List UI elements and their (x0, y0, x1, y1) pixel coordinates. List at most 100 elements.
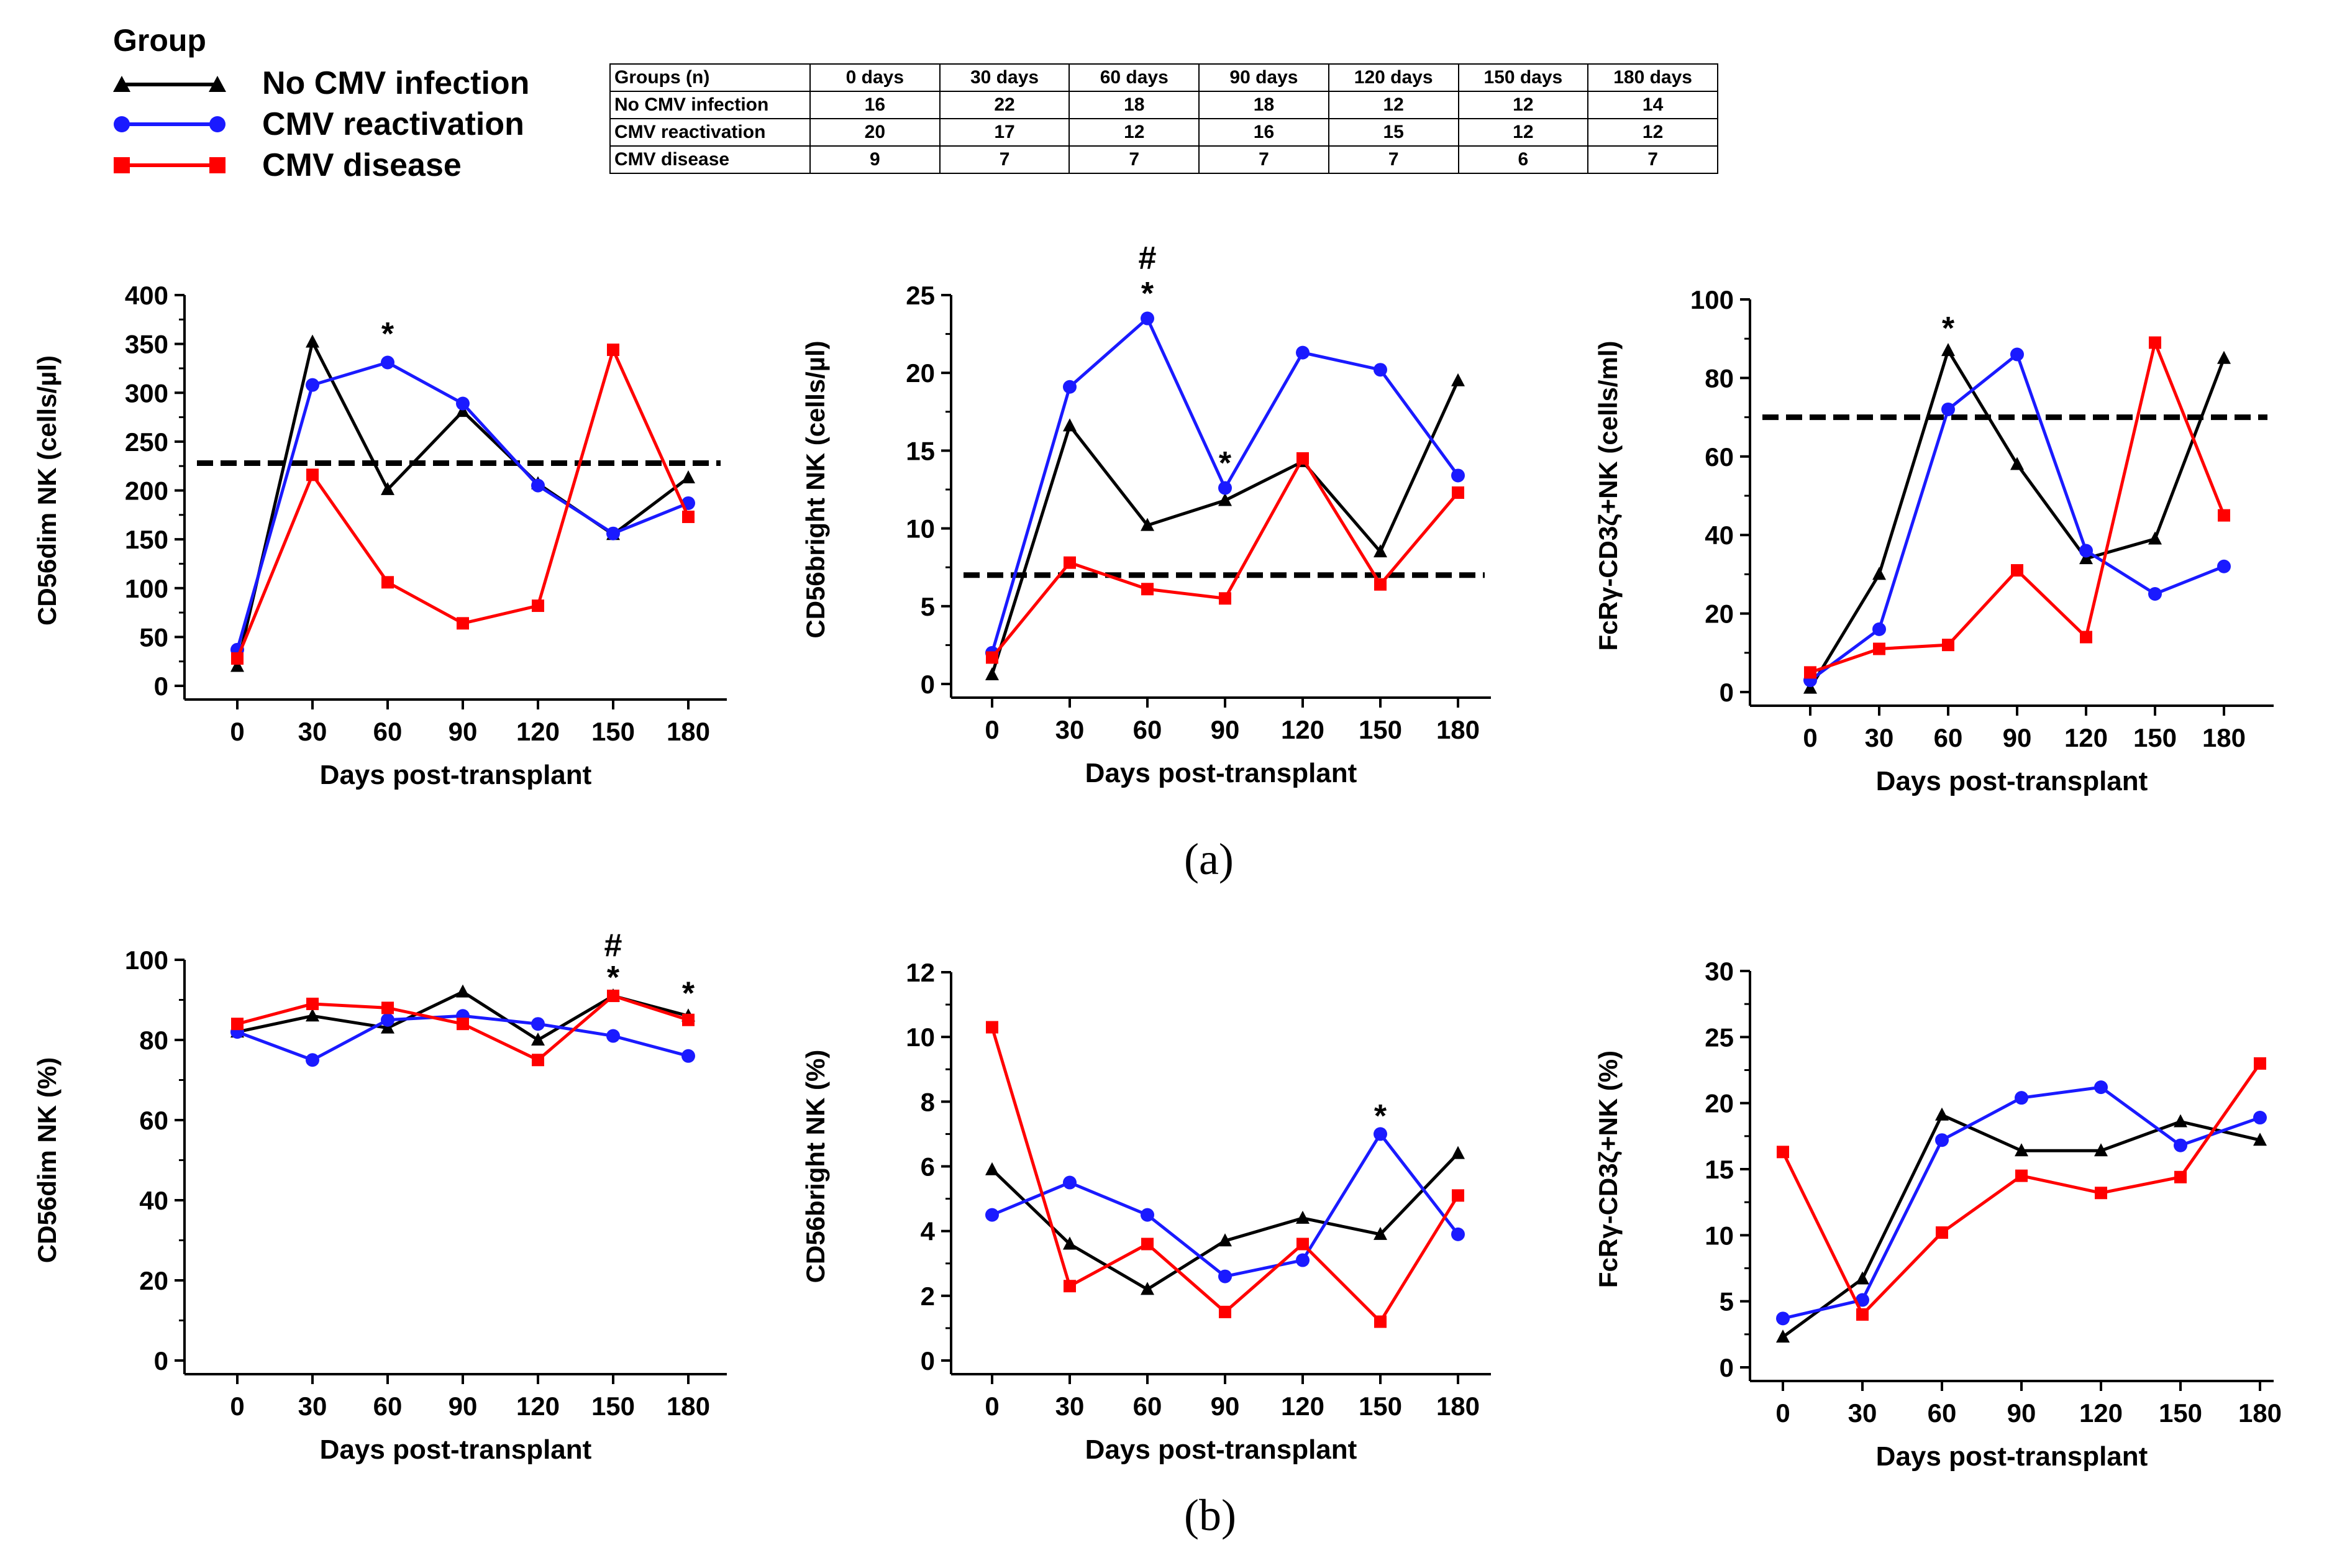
chart-b1-x-tick-label: 180 (667, 1392, 710, 1421)
table-cell: 12 (1587, 118, 1718, 147)
chart-a1-y-tick-label: 300 (125, 378, 168, 408)
chart-b3-data-point (1936, 1226, 1948, 1239)
chart-a1-data-point (607, 344, 619, 357)
table-header-cell: 30 days (939, 63, 1070, 92)
chart-a2-data-point (1218, 481, 1232, 495)
table-row: CMV reactivation 20 17 12 16 15 12 12 (609, 118, 1718, 147)
chart-a2-y-tick-label: 20 (906, 358, 935, 388)
chart-a1-data-point (456, 396, 470, 411)
chart-a1-data-point (531, 478, 545, 493)
chart-a3-data-point (1873, 642, 1885, 655)
table-cell: 17 (939, 118, 1070, 147)
chart-a2-data-point (1296, 345, 1310, 360)
chart-a1-data-point (532, 599, 544, 613)
table-cell: 12 (1068, 118, 1200, 147)
table-cell: 22 (939, 91, 1070, 119)
chart-b3-data-point (1935, 1107, 1949, 1121)
chart-a2-data-point (1374, 544, 1387, 558)
chart-b2-x-tick-label: 150 (1359, 1392, 1402, 1421)
chart-b2-y-tick-label: 4 (921, 1217, 936, 1246)
chart-b2-annotation: * (1374, 1098, 1387, 1134)
chart-a1-x-tick-label: 120 (516, 717, 560, 746)
chart-a1-data-point (230, 659, 244, 672)
chart-a3-data-point (1872, 622, 1886, 636)
chart-a3-x-tick-label: 150 (2133, 723, 2177, 752)
chart-b3-y-tick-label: 25 (1705, 1023, 1734, 1052)
chart-a1-data-point (231, 652, 244, 665)
chart-a3-y-tick-label: 0 (1720, 678, 1734, 707)
table-cell: 20 (809, 118, 941, 147)
chart-a2-x-tick-label: 30 (1055, 715, 1085, 744)
chart-a1-data-point (381, 481, 394, 495)
chart-b1-annotation: * (607, 960, 620, 996)
chart-b2-data-point (1451, 1146, 1465, 1159)
legend-marker-square (114, 157, 226, 173)
table-header-cell: 180 days (1587, 63, 1718, 92)
chart-a3-y-axis-label: FcRγ-CD3ζ+NK (cells/ml) (1593, 341, 1623, 651)
chart-a2-y-axis-label: CD56bright NK (cells/µl) (801, 340, 830, 638)
chart-b1-data-point (306, 1008, 319, 1022)
chart-a3-x-tick-label: 60 (1934, 723, 1963, 752)
panel-label-b: (b) (1184, 1490, 1236, 1540)
chart-a1-data-point (381, 576, 394, 589)
chart-a1-y-tick-label: 0 (154, 672, 168, 701)
chart-b3-x-tick-label: 120 (2079, 1398, 2123, 1428)
chart-a1-x-tick-label: 150 (591, 717, 635, 746)
chart-b3-data-point (2094, 1080, 2108, 1095)
chart-b2-data-point (1218, 1233, 1232, 1247)
chart-b2-y-tick-label: 8 (921, 1087, 935, 1116)
chart-b2-data-point (1374, 1127, 1387, 1141)
chart-b1-y-axis-label: CD56dim NK (%) (32, 1057, 62, 1263)
chart-a1-y-tick-label: 100 (125, 574, 168, 603)
chart-b3-x-tick-label: 90 (2007, 1398, 2036, 1428)
table-header-cell: 0 days (809, 63, 941, 92)
chart-a3-x-tick-label: 120 (2064, 723, 2108, 752)
chart-a3-data-point (2218, 509, 2230, 522)
table-cell: 7 (1587, 145, 1718, 174)
chart-a2-data-point (1219, 592, 1231, 605)
chart-a3-x-tick-label: 0 (1803, 723, 1817, 752)
chart-b2-data-point (1374, 1226, 1387, 1240)
chart-a3-data-point (2010, 347, 2024, 362)
chart-b1-x-tick-label: 0 (230, 1392, 244, 1421)
chart-a3-data-point (1872, 567, 1886, 580)
chart-b2-data-point (1141, 1208, 1154, 1222)
chart-a3-data-point (2079, 551, 2093, 565)
chart-a2-x-tick-label: 0 (985, 715, 999, 744)
chart-a1-data-point (456, 404, 470, 417)
table-cell: 12 (1328, 91, 1459, 119)
chart-a3-data-point (2217, 350, 2231, 364)
chart-a3-y-tick-label: 100 (1690, 285, 1734, 314)
chart-b1-x-tick-label: 120 (516, 1392, 560, 1421)
chart-a3-data-point (2148, 531, 2162, 545)
chart-a2-data-point (1218, 493, 1232, 506)
chart-b1-y-tick-label: 0 (154, 1346, 168, 1375)
chart-a2-y-tick-label: 15 (906, 436, 935, 465)
chart-b1-data-point (306, 997, 319, 1010)
chart-b3-x-axis-label: Days post-transplant (1876, 1441, 2148, 1472)
chart-a3-data-point (1803, 680, 1817, 694)
chart-b3-data-point (2174, 1114, 2187, 1128)
chart-b1-x-axis-label: Days post-transplant (320, 1434, 592, 1465)
chart-b3-y-tick-label: 20 (1705, 1089, 1734, 1118)
legend-item-cmv-reactivation: CMV reactivation (113, 106, 598, 143)
chart-a3-y-tick-label: 80 (1705, 363, 1734, 393)
panel-label-a: (a) (1184, 834, 1234, 884)
chart-a3-data-point (2217, 559, 2231, 573)
chart-b1-data-point (681, 1049, 695, 1063)
chart-b2-data-point (1064, 1280, 1076, 1293)
table-cell: 15 (1328, 118, 1459, 147)
chart-a2-x-tick-label: 150 (1359, 715, 1402, 744)
table-cell: CMV reactivation (609, 118, 811, 147)
chart-a3-series-line (1810, 337, 2226, 674)
chart-b2-data-point (986, 1021, 998, 1034)
chart-b3-data-point (2253, 1133, 2267, 1146)
chart-b2-data-point (1296, 1238, 1309, 1251)
chart-a2-annotation: * (1141, 276, 1154, 312)
chart-a2-series-line (990, 380, 1460, 675)
chart-b2-data-point (1141, 1282, 1154, 1295)
chart-b3-x-tick-label: 0 (1775, 1398, 1790, 1428)
chart-b3-data-point (2095, 1187, 2107, 1200)
chart-a3-data-point (2080, 631, 2092, 644)
table-cell: 16 (1198, 118, 1329, 147)
